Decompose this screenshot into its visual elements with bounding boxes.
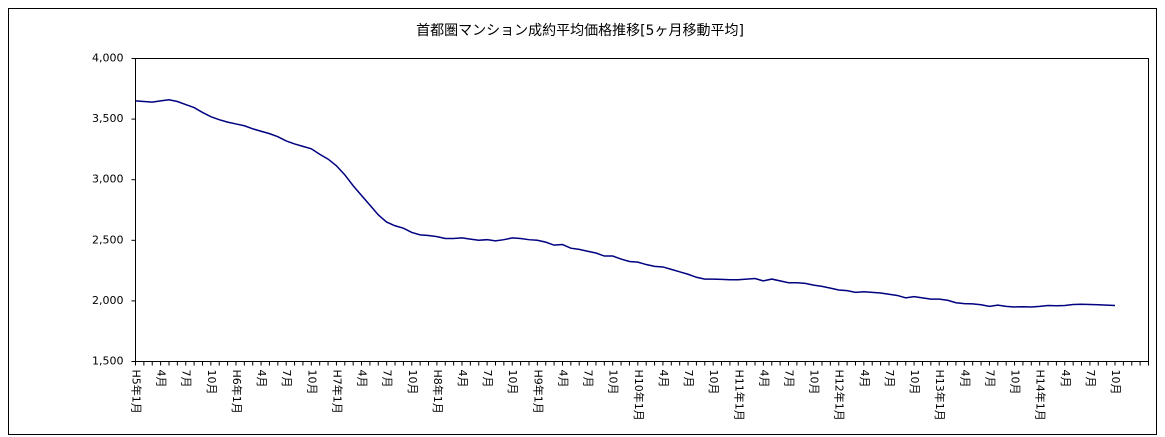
x-tick-label: 10月 xyxy=(205,370,218,395)
x-tick-label: H12年1月 xyxy=(833,370,847,421)
x-tick-label: 7月 xyxy=(481,370,494,388)
x-tick-label: 4月 xyxy=(255,370,268,388)
y-tick-label: 3,500 xyxy=(92,112,124,125)
x-tick-label: 4月 xyxy=(356,370,369,388)
x-tick-label: 4月 xyxy=(757,370,770,388)
y-tick-label: 4,000 xyxy=(92,52,124,65)
x-tick-label: 7月 xyxy=(180,370,193,388)
x-tick-label: 10月 xyxy=(406,370,419,395)
x-tick-label: 4月 xyxy=(456,370,469,388)
chart-frame xyxy=(8,8,1157,435)
x-tick-label: 10月 xyxy=(506,370,519,395)
x-tick-label: H8年1月 xyxy=(431,370,445,414)
plot-area xyxy=(135,58,1149,362)
x-tick-label: H9年1月 xyxy=(531,370,545,414)
x-tick-label: 4月 xyxy=(958,370,971,388)
x-tick-label: 10月 xyxy=(908,370,921,395)
x-tick-label: H6年1月 xyxy=(230,370,244,414)
y-tick-label: 1,500 xyxy=(92,355,124,368)
x-tick-label: 4月 xyxy=(1059,370,1072,388)
x-tick-label: 4月 xyxy=(556,370,569,388)
y-tick-label: 2,500 xyxy=(92,233,124,246)
x-tick-label: 7月 xyxy=(280,370,293,388)
x-tick-label: 10月 xyxy=(808,370,821,395)
x-tick-label: 10月 xyxy=(707,370,720,395)
x-tick-label: 7月 xyxy=(381,370,394,388)
x-tick-label: 10月 xyxy=(607,370,620,395)
x-tick-label: 10月 xyxy=(1009,370,1022,395)
x-tick-label: 7月 xyxy=(783,370,796,388)
x-tick-label: 10月 xyxy=(305,370,318,395)
x-tick-label: 4月 xyxy=(858,370,871,388)
x-tick-label: 4月 xyxy=(657,370,670,388)
x-tick-label: 7月 xyxy=(1084,370,1097,388)
x-tick-label: 10月 xyxy=(1109,370,1122,395)
x-tick-label: H11年1月 xyxy=(732,370,746,421)
y-tick-label: 2,000 xyxy=(92,294,124,307)
x-tick-label: 4月 xyxy=(155,370,168,388)
x-tick-label: H14年1月 xyxy=(1034,370,1048,421)
x-tick-label: H10年1月 xyxy=(632,370,646,421)
x-tick-label: 7月 xyxy=(682,370,695,388)
series-line xyxy=(135,98,1116,308)
x-tick-label: H7年1月 xyxy=(330,370,344,414)
chart-title: 首都圏マンション成約平均価格推移[5ヶ月移動平均] xyxy=(416,23,744,39)
x-tick-label: 7月 xyxy=(883,370,896,388)
x-tick-label: 7月 xyxy=(582,370,595,388)
y-tick-label: 3,000 xyxy=(92,173,124,186)
x-tick-label: 7月 xyxy=(983,370,996,388)
x-tick-label: H5年1月 xyxy=(130,370,144,414)
x-tick-label: H13年1月 xyxy=(933,370,947,421)
